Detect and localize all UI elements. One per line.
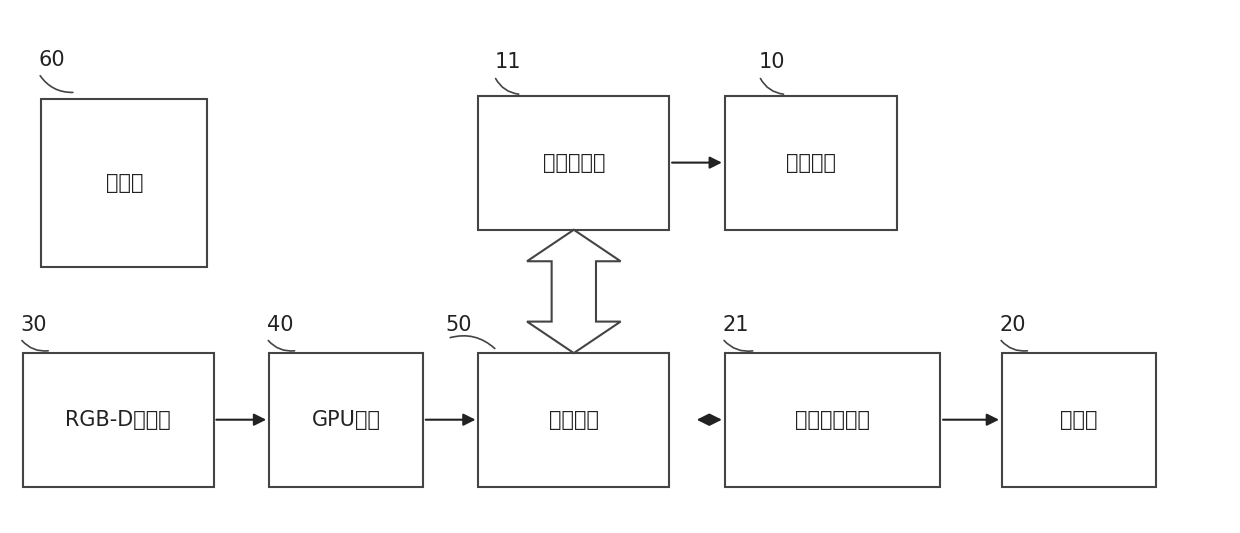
Text: 机械臂: 机械臂: [1060, 410, 1097, 430]
Text: 60: 60: [38, 50, 66, 70]
Text: 21: 21: [722, 314, 749, 335]
FancyBboxPatch shape: [724, 353, 940, 487]
Text: 激光笔: 激光笔: [105, 173, 143, 192]
Text: 电动轮椅: 电动轮椅: [786, 153, 836, 173]
Text: 11: 11: [495, 52, 521, 72]
FancyBboxPatch shape: [269, 353, 423, 487]
Text: 轮椅控制器: 轮椅控制器: [543, 153, 605, 173]
FancyBboxPatch shape: [479, 353, 670, 487]
Text: RGB-D摄像头: RGB-D摄像头: [66, 410, 171, 430]
FancyBboxPatch shape: [41, 99, 207, 266]
Polygon shape: [527, 230, 620, 353]
Text: 50: 50: [445, 314, 471, 335]
Text: 20: 20: [999, 314, 1025, 335]
Text: 30: 30: [20, 314, 47, 335]
FancyBboxPatch shape: [22, 353, 213, 487]
Text: 主控制器: 主控制器: [549, 410, 599, 430]
Text: GPU模块: GPU模块: [311, 410, 381, 430]
FancyBboxPatch shape: [479, 96, 670, 230]
Text: 机械臂控制器: 机械臂控制器: [795, 410, 870, 430]
Text: 40: 40: [267, 314, 293, 335]
Text: 10: 10: [759, 52, 786, 72]
FancyBboxPatch shape: [1002, 353, 1156, 487]
FancyBboxPatch shape: [724, 96, 897, 230]
